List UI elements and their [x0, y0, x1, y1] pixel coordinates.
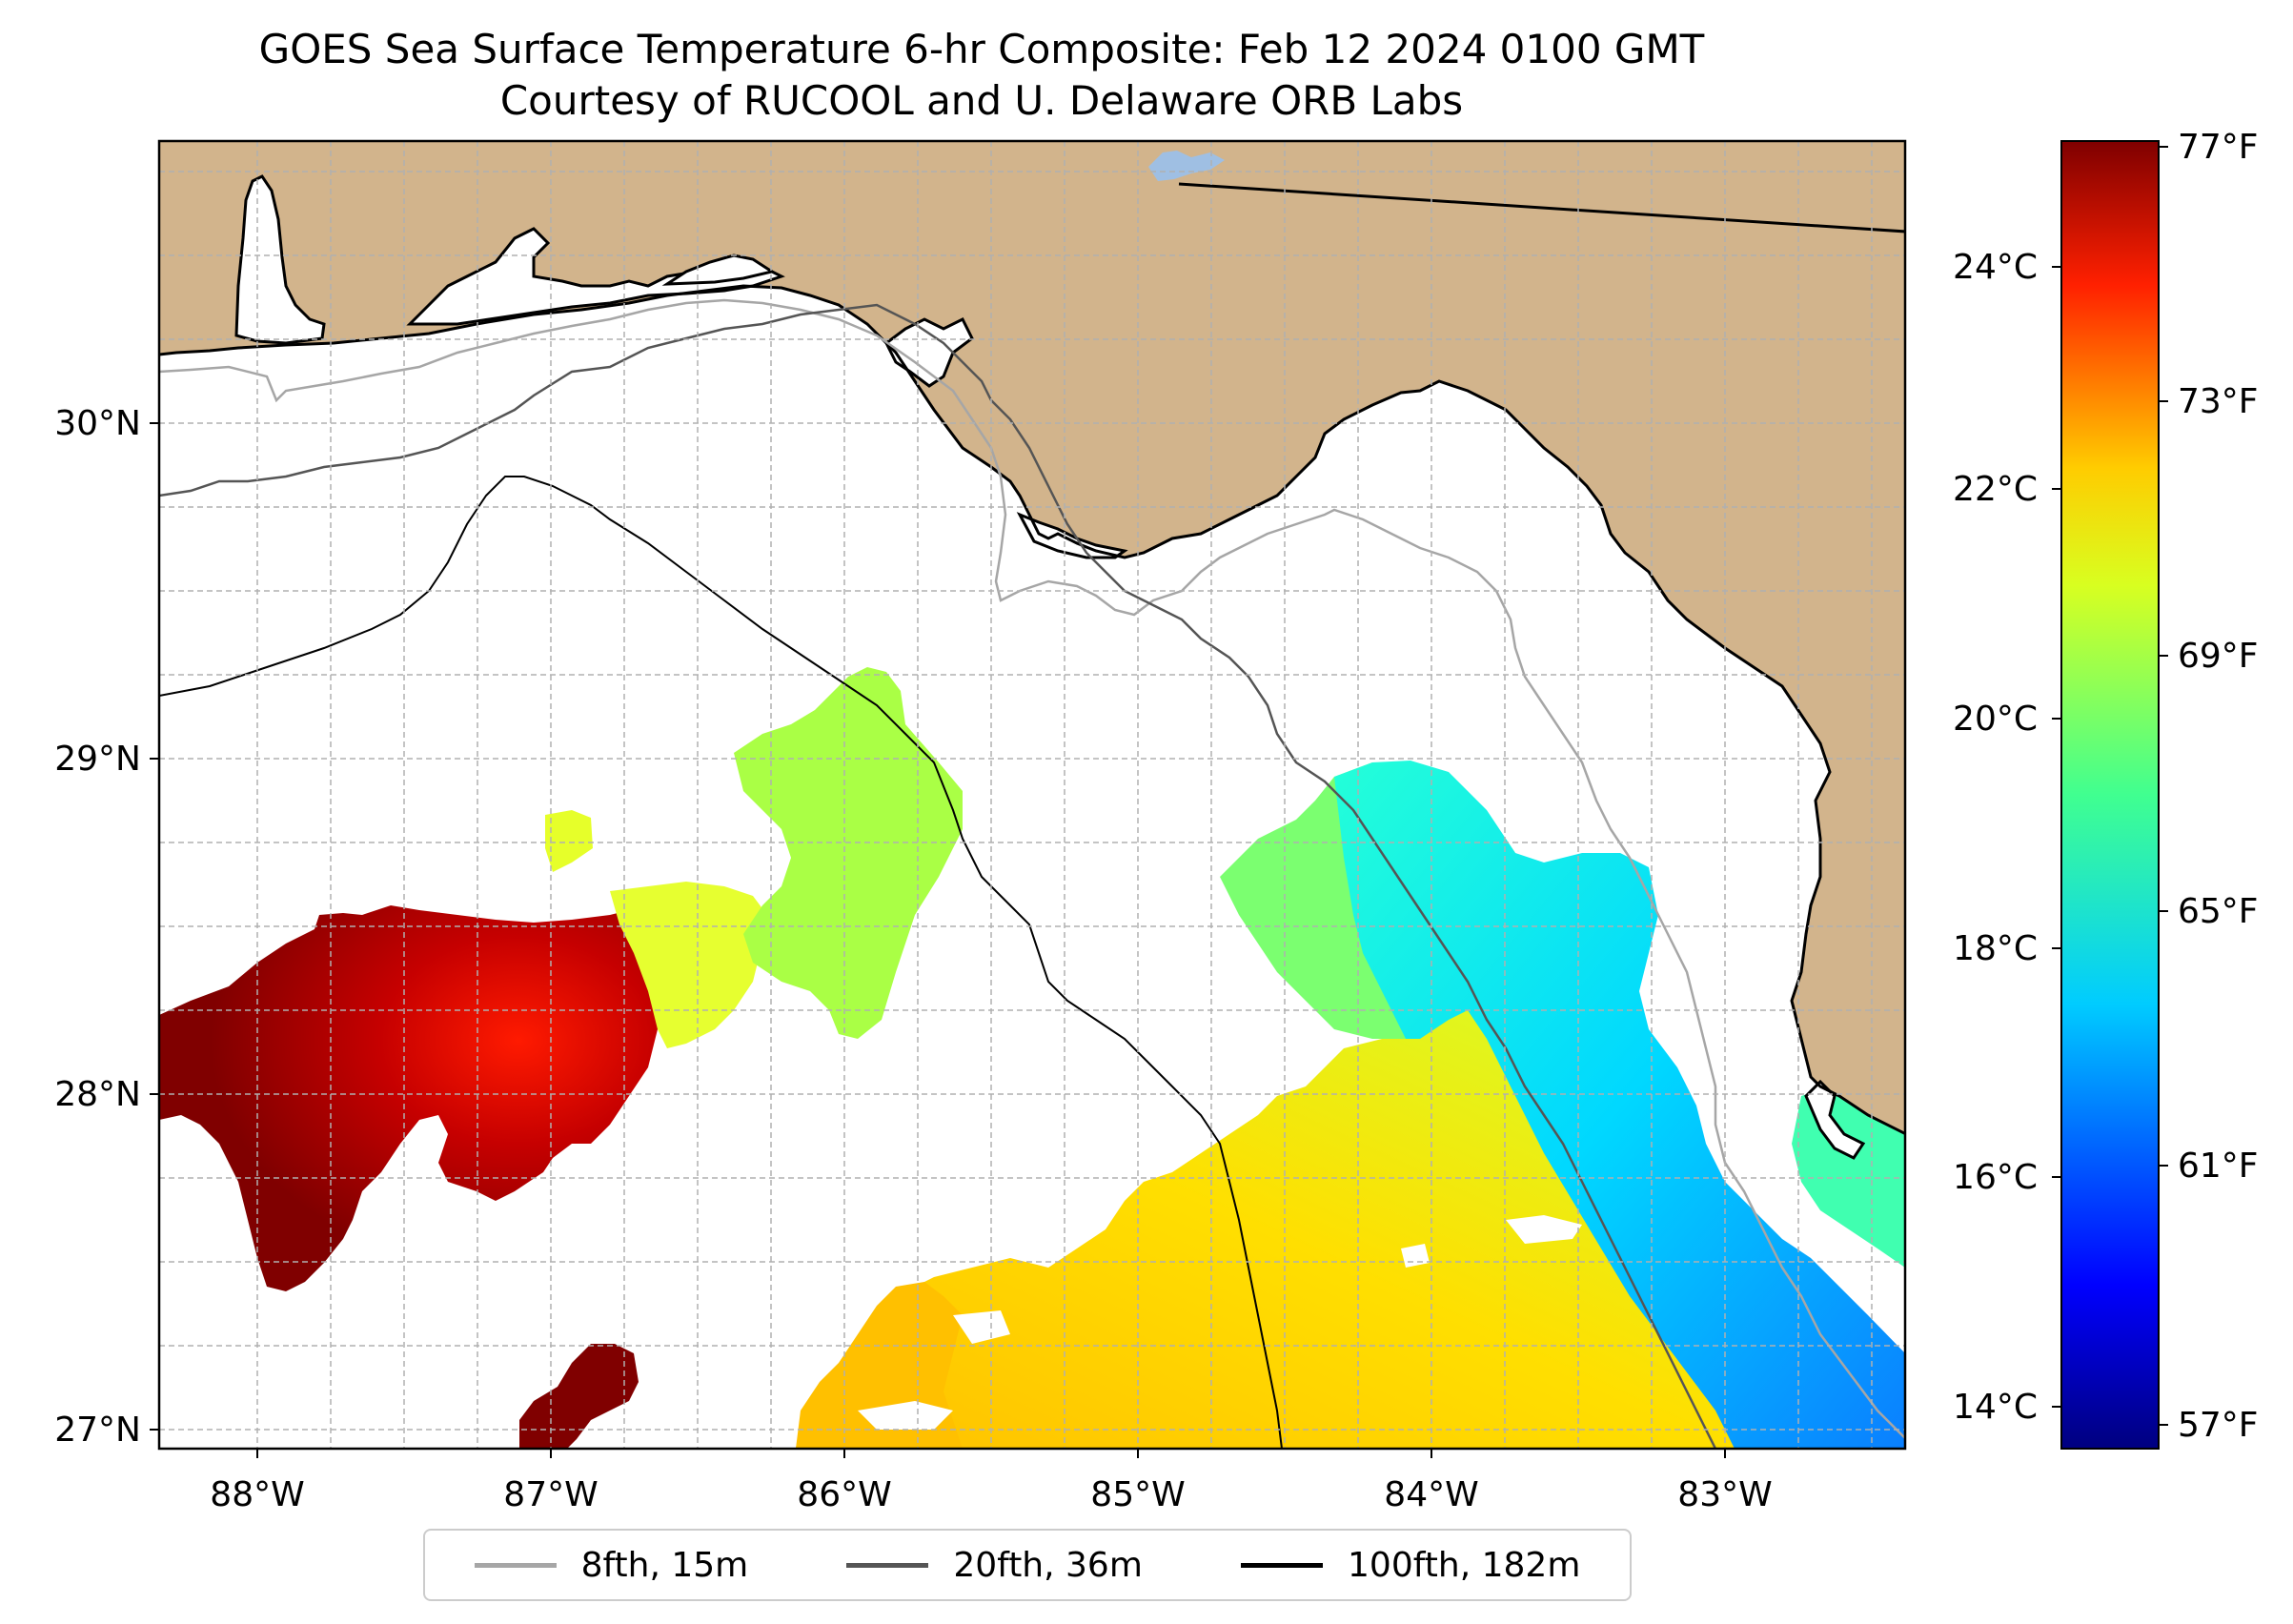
- map-frame: [157, 139, 1907, 1451]
- colorbar-celsius-labels: 14°C 16°C 18°C 20°C 22°C 24°C: [1953, 248, 2038, 1427]
- isobath-20fth-36m: [159, 303, 1717, 1449]
- map-gridlines: [159, 141, 1905, 1449]
- mobile-bay: [234, 174, 326, 345]
- legend-label-8fth: 8fth, 15m: [580, 1545, 749, 1585]
- fahrenheit-label-73: 73°F: [2178, 382, 2259, 421]
- cloud-mask-gap-4: [953, 1310, 1010, 1344]
- legend-item-100fth: 100fth, 182m: [1241, 1546, 1580, 1585]
- state-boundary: [1178, 182, 1905, 233]
- lon-label-84w: 84°W: [1384, 1475, 1478, 1514]
- sst-yellow-band-south: [796, 1010, 1735, 1449]
- legend-swatch-8fth: [474, 1562, 557, 1568]
- lat-label-30n: 30°N: [54, 404, 141, 443]
- celsius-label-14: 14°C: [1953, 1388, 2038, 1427]
- sst-small-red-patch: [519, 1344, 639, 1449]
- celsius-label-24: 24°C: [1953, 248, 2038, 287]
- legend-label-100fth: 100fth, 182m: [1348, 1545, 1581, 1585]
- sst-small-yellow-patch: [545, 810, 593, 872]
- choctawhatchee-bay: [661, 254, 776, 286]
- fahrenheit-label-65: 65°F: [2178, 892, 2259, 931]
- land-mass: [159, 141, 1905, 1134]
- celsius-label-18: 18°C: [1953, 929, 2038, 968]
- colorbar-ticks: [2052, 146, 2168, 1426]
- lat-label-29n: 29°N: [54, 740, 141, 779]
- lon-label-85w: 85°W: [1090, 1475, 1185, 1514]
- fahrenheit-label-69: 69°F: [2178, 637, 2259, 676]
- lon-label-83w: 83°W: [1677, 1475, 1772, 1514]
- isobath-legend: 8fth, 15m 20fth, 36m 100fth, 182m: [423, 1529, 1632, 1601]
- celsius-label-20: 20°C: [1953, 700, 2038, 739]
- sst-data-layer: [159, 667, 1905, 1449]
- colorbar-fahrenheit-labels: 57°F 61°F 65°F 69°F 73°F 77°F: [2178, 128, 2259, 1445]
- lon-tick-labels: 88°W 87°W 86°W 85°W 84°W 83°W: [210, 1475, 1772, 1514]
- sst-green-patch-central: [734, 667, 963, 1039]
- legend-label-20fth: 20fth, 36m: [953, 1545, 1143, 1585]
- map-title: GOES Sea Surface Temperature 6-hr Compos…: [258, 26, 1705, 72]
- isobath-100fth-182m: [159, 476, 1283, 1449]
- celsius-label-22: 22°C: [1953, 470, 2038, 509]
- lat-label-28n: 28°N: [54, 1075, 141, 1114]
- map-panel: [159, 141, 1905, 1449]
- apalachicola-bay: [1016, 512, 1128, 559]
- fahrenheit-label-77: 77°F: [2178, 128, 2259, 167]
- colorbar: 14°C 16°C 18°C 20°C 22°C 24°C 57°F 61°F …: [1953, 128, 2259, 1450]
- cloud-mask-gap-1: [1506, 1215, 1582, 1244]
- legend-item-20fth: 20fth, 36m: [846, 1546, 1143, 1585]
- legend-swatch-20fth: [846, 1562, 929, 1568]
- sst-warm-patch-west: [159, 905, 672, 1291]
- coastline: [159, 284, 1905, 1136]
- lake-seminole: [1148, 151, 1225, 181]
- lon-label-87w: 87°W: [503, 1475, 598, 1514]
- legend-swatch-100fth: [1241, 1562, 1324, 1568]
- fahrenheit-label-61: 61°F: [2178, 1147, 2259, 1186]
- perdido-pensacola-bays: [406, 227, 785, 326]
- colorbar-gradient: [2060, 140, 2160, 1450]
- legend-item-8fth: 8fth, 15m: [474, 1545, 749, 1585]
- axis-ticks: [150, 422, 1726, 1458]
- cloud-mask-gap-3: [858, 1401, 953, 1430]
- lat-label-27n: 27°N: [54, 1411, 141, 1450]
- celsius-label-16: 16°C: [1953, 1158, 2038, 1197]
- sst-cyan-patch-tampa: [1792, 1086, 1905, 1268]
- lat-tick-labels: 27°N 28°N 29°N 30°N: [54, 404, 141, 1450]
- lon-label-86w: 86°W: [797, 1475, 891, 1514]
- lon-label-88w: 88°W: [210, 1475, 304, 1514]
- sst-cool-patch-east: [1334, 761, 1905, 1449]
- map-subtitle: Courtesy of RUCOOL and U. Delaware ORB L…: [499, 77, 1464, 124]
- sst-yellow-green-patch-west: [610, 882, 767, 1048]
- fahrenheit-label-57: 57°F: [2178, 1406, 2259, 1445]
